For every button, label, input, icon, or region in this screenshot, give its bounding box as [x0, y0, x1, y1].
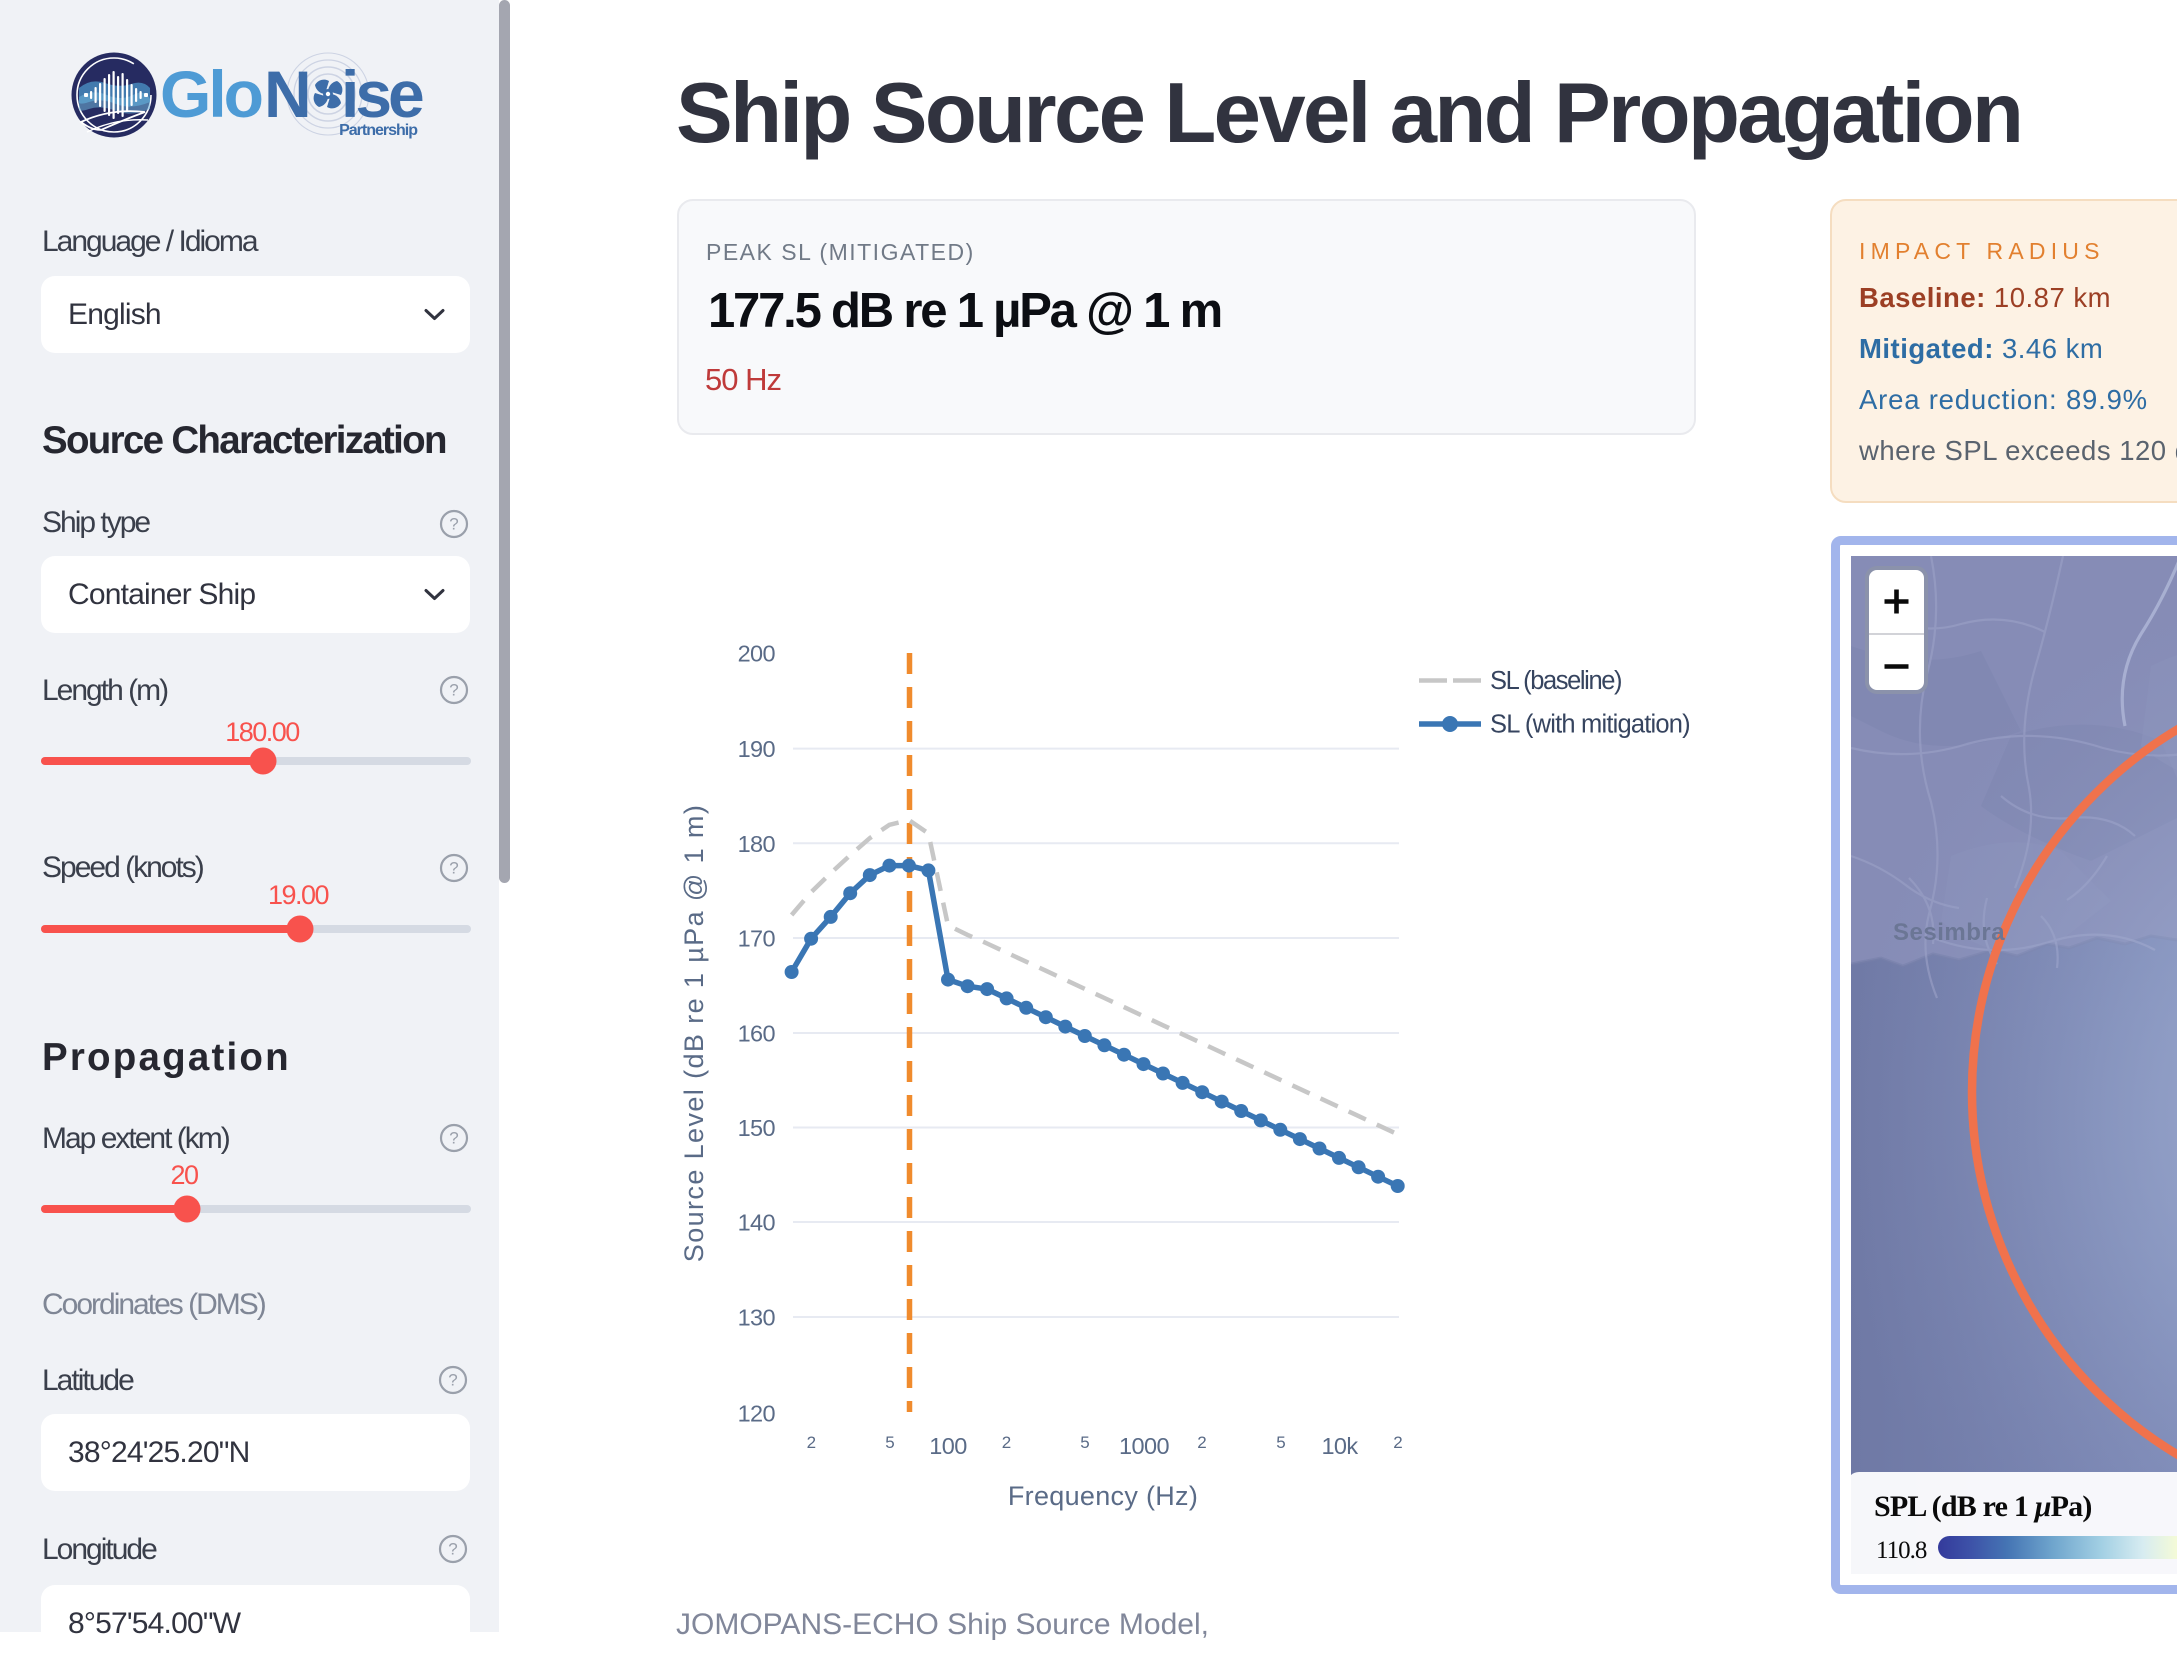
svg-text:180: 180	[738, 831, 776, 857]
svg-text:Partnership: Partnership	[339, 122, 418, 139]
svg-text:5: 5	[885, 1433, 894, 1452]
svg-text:150: 150	[738, 1115, 776, 1141]
svg-text:1000: 1000	[1119, 1433, 1169, 1459]
svg-text:190: 190	[738, 736, 776, 762]
svg-text:SL (with mitigation): SL (with mitigation)	[1490, 711, 1690, 739]
svg-text:2: 2	[1393, 1433, 1402, 1452]
svg-text:SL (baseline): SL (baseline)	[1490, 667, 1621, 695]
svg-text:N: N	[264, 57, 309, 131]
svg-text:?: ?	[449, 859, 458, 878]
svg-text:100: 100	[929, 1433, 967, 1459]
svg-text:2: 2	[1002, 1433, 1011, 1452]
svg-text:2: 2	[1197, 1433, 1206, 1452]
svg-text:120: 120	[738, 1400, 776, 1426]
svg-text:140: 140	[738, 1210, 776, 1236]
svg-text:Frequency (Hz): Frequency (Hz)	[1008, 1481, 1198, 1511]
svg-text:130: 130	[738, 1305, 776, 1331]
svg-text:160: 160	[738, 1021, 776, 1047]
svg-text:Source Level (dB re 1 µPa @ 1: Source Level (dB re 1 µPa @ 1 m)	[679, 804, 709, 1262]
svg-text:10k: 10k	[1321, 1433, 1358, 1459]
svg-text:200: 200	[738, 641, 776, 667]
svg-text:ise: ise	[341, 57, 423, 131]
svg-text:Sesimbra: Sesimbra	[1893, 919, 2005, 946]
svg-text:5: 5	[1080, 1433, 1089, 1452]
svg-text:Glo: Glo	[160, 57, 262, 131]
svg-text:170: 170	[738, 926, 776, 952]
svg-text:2: 2	[807, 1433, 816, 1452]
svg-text:?: ?	[448, 1371, 457, 1390]
svg-text:?: ?	[448, 1540, 457, 1559]
svg-text:?: ?	[449, 681, 458, 700]
svg-text:5: 5	[1276, 1433, 1285, 1452]
svg-text:?: ?	[449, 1129, 458, 1148]
svg-text:?: ?	[449, 515, 458, 534]
